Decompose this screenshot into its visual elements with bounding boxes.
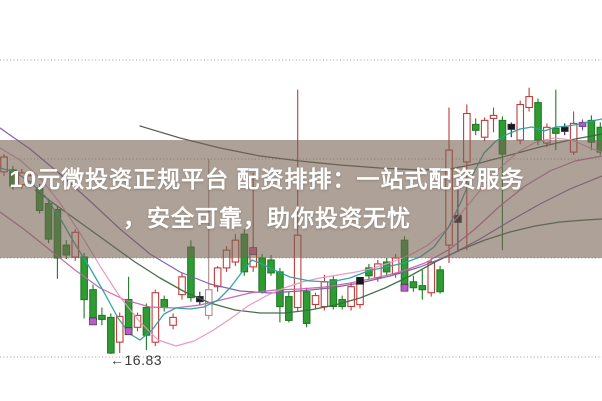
- candle-body: [285, 296, 293, 321]
- signal-mark-violet: [124, 327, 133, 336]
- low-price-annotation: ←16.83: [110, 352, 163, 368]
- ma-teal-fast: [0, 118, 602, 341]
- candle-body: [267, 259, 275, 274]
- candle-body: [169, 316, 177, 326]
- candle-body: [133, 314, 142, 328]
- banner-text-line1: 10元微投资正规平台 配资排排：一站式配资服务: [9, 166, 525, 192]
- candle-body: [471, 123, 480, 131]
- candle-body: [356, 282, 364, 306]
- candle-body: [427, 261, 436, 294]
- candle-body: [151, 292, 160, 343]
- candle-body: [560, 126, 569, 132]
- overlay-banner: [0, 140, 602, 258]
- candle-body: [115, 315, 124, 343]
- candle-body: [409, 281, 418, 289]
- banner-text: 10元微投资正规平台 配资排排：一站式配资服务 ，安全可靠，助你投资无忧: [0, 160, 534, 238]
- candle-body: [302, 291, 311, 324]
- candle-body: [89, 289, 97, 320]
- candle-body: [418, 285, 427, 291]
- candle-body: [480, 119, 489, 138]
- candle-body: [516, 103, 525, 141]
- candle-body: [178, 276, 186, 296]
- candle-body: [436, 269, 444, 293]
- candle-body: [107, 316, 115, 354]
- candle-body: [329, 279, 338, 308]
- signal-mark-dark: [356, 276, 364, 285]
- candle-body: [347, 286, 355, 308]
- candle-body: [98, 314, 106, 320]
- candle-body: [160, 299, 169, 309]
- candle-body: [213, 267, 222, 288]
- candle-body: [507, 123, 516, 130]
- candle-body: [311, 295, 320, 306]
- banner-text-line2: ，安全可靠，助你投资无忧: [123, 205, 411, 231]
- signal-mark-violet: [400, 283, 409, 292]
- signal-mark-violet: [89, 317, 97, 326]
- candle-body: [489, 114, 498, 119]
- candle-body: [587, 119, 596, 143]
- candle-body: [525, 96, 533, 109]
- candle-body: [534, 102, 542, 141]
- candle-body: [552, 127, 560, 134]
- candle-body: [320, 281, 329, 308]
